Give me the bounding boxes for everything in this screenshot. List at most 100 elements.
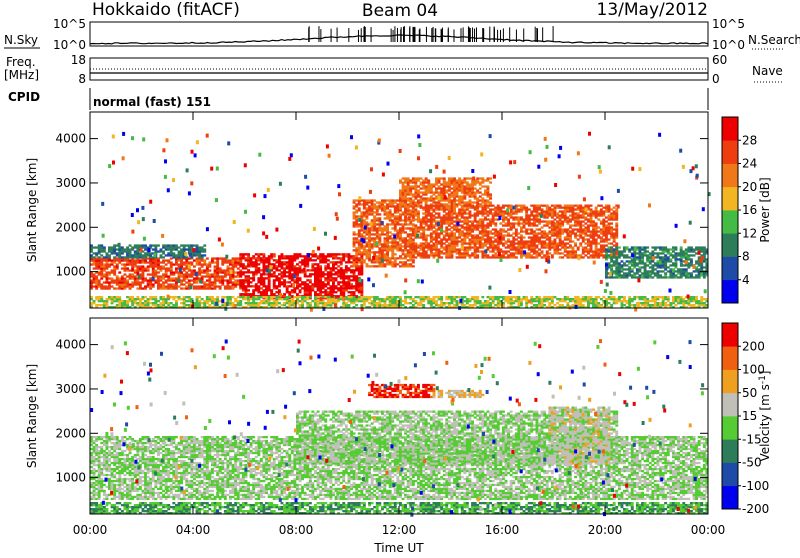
power-cell: [685, 276, 688, 278]
power-cell: [602, 210, 605, 212]
power-cell: [556, 228, 559, 230]
power-cell: [386, 211, 389, 213]
power-cell: [160, 248, 163, 250]
power-cell: [533, 244, 536, 246]
power-cell: [247, 271, 250, 273]
power-cell: [487, 224, 490, 226]
power-cell: [304, 289, 307, 291]
power-cell: [510, 224, 513, 226]
power-cell: [654, 264, 657, 266]
power-cell: [239, 279, 242, 281]
power-cell: [371, 239, 374, 241]
power-cell: [564, 218, 567, 220]
power-cell: [412, 218, 415, 220]
power-cell: [131, 283, 134, 285]
power-cell: [471, 252, 474, 254]
power-cell: [224, 285, 227, 287]
power-cell: [142, 273, 145, 275]
power-cell: [417, 216, 420, 218]
power-cell: [566, 242, 569, 244]
power-cell: [510, 222, 513, 224]
power-cell: [129, 261, 132, 263]
power-cell: [185, 273, 188, 275]
power-cell: [348, 267, 351, 269]
power-cell: [183, 277, 186, 279]
power-cell: [196, 248, 199, 250]
power-cell: [242, 273, 245, 275]
power-cell: [651, 260, 654, 262]
power-cell: [147, 279, 150, 281]
power-cell: [512, 252, 515, 254]
power-cell: [533, 242, 536, 244]
power-cell: [487, 212, 490, 214]
power-cell: [260, 261, 263, 263]
power-cell: [417, 212, 420, 214]
power-cell: [435, 244, 438, 246]
power-cell: [407, 245, 410, 247]
power-cell: [425, 234, 428, 236]
power-cell: [466, 177, 469, 179]
power-cell: [144, 261, 147, 263]
power-cell: [116, 267, 119, 269]
power-cell: [98, 246, 101, 248]
power-cell: [299, 269, 302, 271]
power-cell: [283, 271, 286, 273]
power-cell: [417, 250, 420, 252]
power-cell: [275, 265, 278, 267]
power-cell: [216, 265, 219, 267]
power-cell: [103, 302, 106, 304]
power-cell: [602, 226, 605, 228]
power-cell: [414, 210, 417, 212]
power-cell: [564, 212, 567, 214]
power-cell: [111, 298, 114, 300]
power-cell: [221, 277, 224, 279]
power-cell: [407, 207, 410, 209]
power-cell: [242, 289, 245, 291]
power-cell: [669, 268, 672, 270]
power-cell: [100, 269, 103, 271]
power-cell: [600, 212, 603, 214]
power-cell: [381, 263, 384, 265]
power-cell: [239, 271, 242, 273]
power-cell: [170, 248, 173, 250]
power-cell: [458, 240, 461, 242]
power-cell: [425, 216, 428, 218]
power-cell: [700, 272, 703, 274]
power-cell: [98, 244, 101, 246]
power-cell: [515, 222, 518, 224]
power-cell: [438, 187, 441, 189]
power-cell: [649, 272, 652, 274]
power-cell: [680, 274, 683, 276]
power-cell: [350, 287, 353, 289]
power-cell: [129, 283, 132, 285]
power-cell: [147, 300, 150, 302]
power-cell: [440, 242, 443, 244]
power-cell: [687, 258, 690, 260]
power-cell: [471, 234, 474, 236]
power-cell: [659, 264, 662, 266]
power-cell: [703, 266, 706, 268]
power-cell: [590, 236, 593, 238]
power-cell: [154, 296, 157, 298]
power-cell: [587, 240, 590, 242]
power-cell: [414, 228, 417, 230]
power-cell: [160, 298, 163, 300]
power-cell: [106, 298, 109, 300]
power-cell: [414, 250, 417, 252]
power-cell: [402, 245, 405, 247]
power-cell: [402, 205, 405, 207]
power-cell: [394, 215, 397, 217]
power-cell: [579, 205, 582, 207]
power-cell: [409, 193, 412, 195]
power-cell: [430, 197, 433, 199]
power-cell: [118, 296, 121, 298]
power-cell: [422, 226, 425, 228]
power-cell: [402, 225, 405, 227]
power-cell: [448, 246, 451, 248]
power-cell: [541, 220, 544, 222]
power-cell: [149, 287, 152, 289]
power-cell: [157, 257, 160, 259]
power-cell: [453, 226, 456, 228]
power-cell: [95, 267, 98, 269]
power-cell: [124, 287, 127, 289]
